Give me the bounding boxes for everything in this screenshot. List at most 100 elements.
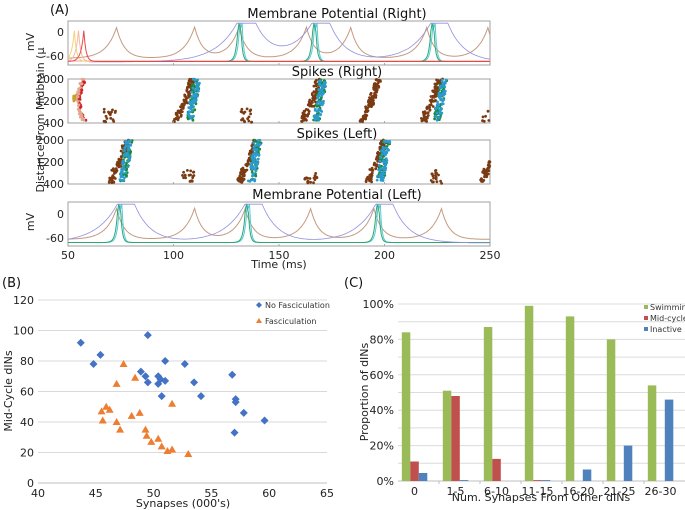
panel-b-label: (B) xyxy=(2,276,21,291)
spike-point xyxy=(432,99,436,103)
spike-point xyxy=(314,172,318,175)
spike-point xyxy=(319,79,322,83)
mp-left-green-trace xyxy=(68,203,490,243)
spike-point xyxy=(487,119,491,122)
b-point-no-fasciculation xyxy=(196,392,205,401)
spike-point xyxy=(432,180,435,184)
spike-point xyxy=(481,119,484,123)
spike-point xyxy=(420,119,424,123)
spike-point xyxy=(102,119,106,123)
spike-point xyxy=(315,104,319,108)
spike-point xyxy=(484,114,487,118)
spike-point xyxy=(437,91,441,95)
c-ytick: 0% xyxy=(377,475,394,488)
spike-point xyxy=(191,86,195,90)
spike-point xyxy=(370,174,374,177)
b-point-fasciculation xyxy=(97,407,106,415)
spike-point xyxy=(249,163,253,167)
spike-point xyxy=(253,178,257,182)
spike-point xyxy=(380,153,384,156)
spike-point xyxy=(366,109,370,112)
spike-point xyxy=(306,176,310,180)
spike-point xyxy=(183,173,187,177)
spike-point xyxy=(317,118,321,122)
spike-point xyxy=(180,106,184,109)
spike-point xyxy=(120,169,124,173)
spike-point xyxy=(252,141,256,145)
spike-point xyxy=(240,110,244,114)
b-xtick: 40 xyxy=(31,487,45,500)
spike-point xyxy=(308,177,312,180)
spike-point xyxy=(481,180,485,183)
spike-point xyxy=(315,78,318,82)
panel-b: (B) 0 20 40 60 80 100 120 40 45 50 55 60 65 Synapses… xyxy=(2,276,334,510)
c-bar-swimming xyxy=(565,316,575,481)
spike-point xyxy=(437,88,441,92)
spike-point xyxy=(435,118,439,122)
spike-point xyxy=(198,81,201,85)
spike-point xyxy=(188,110,192,114)
spike-point xyxy=(363,113,367,117)
spike-point xyxy=(251,174,254,178)
b-point-fasciculation xyxy=(112,418,121,425)
spike-point xyxy=(81,116,84,120)
spike-point xyxy=(378,159,382,163)
spike-point xyxy=(305,118,308,122)
c-bar-swimming xyxy=(524,305,534,481)
spike-point xyxy=(314,100,317,104)
spike-point xyxy=(187,83,191,87)
spikes-left-ytick-400: 400 xyxy=(43,178,64,191)
spike-point xyxy=(444,78,448,82)
spike-point xyxy=(438,96,441,99)
spike-point xyxy=(196,78,200,82)
spike-point xyxy=(303,113,306,117)
spike-point xyxy=(125,174,128,178)
c-ytick: 20% xyxy=(370,440,394,453)
spike-point xyxy=(82,80,85,83)
spike-point xyxy=(441,102,445,106)
spike-point xyxy=(180,110,184,113)
c-bar-mid-cycle xyxy=(410,461,419,481)
spike-point xyxy=(320,103,324,107)
spike-point xyxy=(188,115,192,119)
spike-point xyxy=(192,114,195,118)
spike-point xyxy=(124,171,128,175)
b-point-fasciculation xyxy=(184,450,193,458)
spike-point xyxy=(309,180,312,184)
b-legend: No Fasciculation Fasciculation xyxy=(256,301,330,326)
spike-point xyxy=(253,161,257,165)
spike-point xyxy=(242,119,246,123)
spike-point xyxy=(431,95,435,99)
spike-point xyxy=(250,155,254,159)
spike-point xyxy=(79,113,83,117)
b-point-fasciculation xyxy=(157,442,166,450)
legend-no-fasciculation: No Fasciculation xyxy=(265,301,330,310)
spike-point xyxy=(482,167,486,171)
c-xtick: 6-10 xyxy=(484,485,509,498)
spike-point xyxy=(127,148,130,152)
mp-left-purple-trace xyxy=(67,203,490,244)
mp-right-traces xyxy=(67,22,491,63)
spike-point xyxy=(484,170,488,174)
a-xtick: 200 xyxy=(374,249,395,262)
a-title-spikes-right: Spikes (Right) xyxy=(292,65,382,80)
c-bar-swimming xyxy=(401,332,411,481)
spike-point xyxy=(253,152,256,156)
spike-point xyxy=(300,116,304,120)
spike-point xyxy=(381,145,385,149)
b-ticks: 0 20 40 60 80 100 120 40 45 50 55 60 65 xyxy=(13,294,334,500)
c-bar-mid-cycle xyxy=(533,480,542,481)
spike-point xyxy=(315,109,319,113)
b-point-no-fasciculation xyxy=(143,378,152,387)
c-xtick: 21-25 xyxy=(604,485,636,498)
spike-point xyxy=(437,173,440,177)
spike-point xyxy=(77,87,81,91)
b-point-fasciculation xyxy=(147,437,156,445)
spike-point xyxy=(243,110,247,114)
spike-point xyxy=(301,111,305,115)
spike-point xyxy=(113,177,117,180)
spikes-left-ytick-1200: 1200 xyxy=(36,156,64,169)
spike-point xyxy=(381,179,385,182)
spike-point xyxy=(482,170,485,174)
spike-point xyxy=(237,179,241,183)
